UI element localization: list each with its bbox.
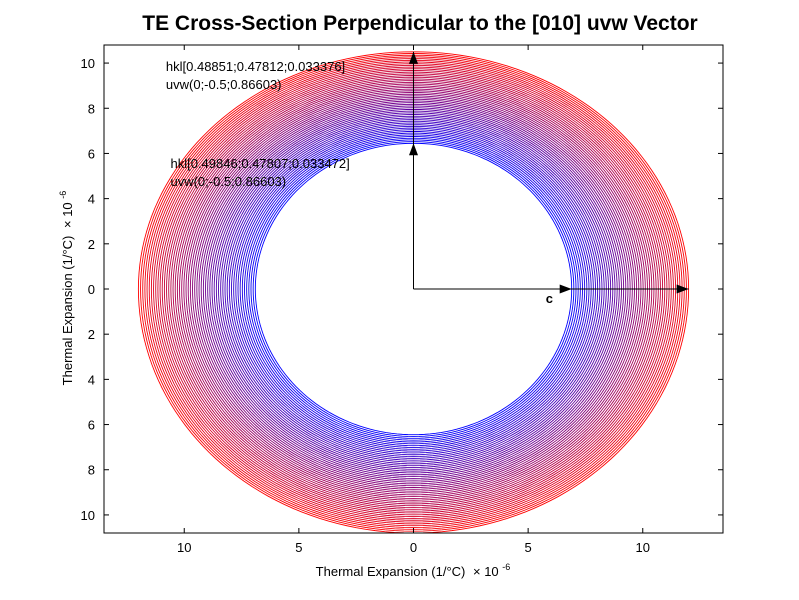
ring-line (161, 69, 666, 514)
ring-line (153, 63, 674, 521)
ring-line (189, 91, 638, 490)
x-tick-label: 5 (295, 540, 302, 555)
chart-title: TE Cross-Section Perpendicular to the [0… (142, 12, 697, 35)
ring-line (142, 54, 685, 530)
ring-line (215, 112, 612, 468)
ring-line (176, 81, 651, 501)
y-tick-label: 2 (88, 327, 95, 342)
vectors-group: c (409, 51, 689, 306)
annotation-hkl: hkl[0.49846;0.47807;0.033472] (170, 156, 349, 171)
ring-line (200, 100, 627, 481)
ring-line (205, 103, 622, 478)
x-tick-label: 10 (177, 540, 191, 555)
ring-line (150, 61, 677, 523)
ring-line (194, 95, 633, 487)
x-axis-label: Thermal Expansion (1/°C) × 10 -6 (316, 562, 511, 579)
ring-line (198, 98, 629, 483)
x-axis-exp-prefix: × 10 (473, 564, 499, 579)
ring-line (248, 137, 579, 441)
vector-arrowhead (676, 284, 689, 294)
ring-line (202, 102, 625, 479)
y-axis-label-text: Thermal Expansion (1/°C) (60, 236, 75, 386)
annotation-hkl: hkl[0.48851;0.47812;0.033376] (166, 59, 345, 74)
x-tick-label: 0 (410, 540, 417, 555)
ring-line (166, 73, 661, 510)
ring-line (244, 134, 583, 445)
ring-line (192, 93, 635, 488)
ring-line (222, 117, 605, 463)
y-tick-label: 0 (88, 282, 95, 297)
y-tick-label: 4 (88, 372, 95, 387)
plot-area: c hkl[0.48851;0.47812;0.033376] uvw(0;-0.… (81, 44, 724, 555)
y-tick-label: 8 (88, 463, 95, 478)
annotation-uvw: uvw(0;-0.5;0.86603) (166, 77, 282, 92)
ring-line (235, 127, 592, 452)
ring-line (172, 78, 655, 505)
ring-line (187, 90, 640, 492)
ring-line (196, 97, 631, 485)
ring-line (183, 86, 644, 496)
ring-line (237, 129, 590, 450)
ring-line (254, 142, 573, 436)
y-tick-label: 8 (88, 101, 95, 116)
y-tick-label: 10 (81, 508, 95, 523)
y-tick-label: 4 (88, 192, 95, 207)
ring-line (224, 119, 603, 461)
y-axis-label: Thermal Expansion (1/°C) × 10 -6 (58, 191, 75, 386)
ring-line (228, 122, 599, 458)
y-tick-label: 6 (88, 146, 95, 161)
ring-line (181, 85, 646, 498)
ring-line (209, 107, 618, 474)
ring-line (163, 71, 664, 512)
vector-arrowhead (409, 51, 418, 64)
y-ticks-group: 10 8 6 4 2 0 2 4 6 8 10 (81, 56, 723, 523)
x-axis-exponent: -6 (502, 562, 510, 572)
ring-line (220, 115, 607, 465)
ring-line (155, 64, 672, 519)
ring-line (179, 83, 648, 499)
ring-line (144, 56, 683, 528)
ring-line (213, 110, 614, 470)
ring-line (168, 75, 659, 508)
ring-line (140, 53, 687, 532)
ring-line (218, 114, 609, 467)
ring-line (252, 141, 575, 437)
ring-line (239, 130, 588, 448)
ring-line (211, 108, 616, 472)
y-tick-label: 2 (88, 237, 95, 252)
x-tick-label: 5 (525, 540, 532, 555)
ring-line (174, 80, 653, 503)
ring-line (246, 136, 581, 443)
annotation-uvw: uvw(0;-0.5;0.86603) (170, 174, 286, 189)
ring-line (170, 76, 657, 507)
ring-line (157, 66, 670, 518)
y-axis-exp-prefix: × 10 (60, 202, 75, 228)
x-axis-label-text: Thermal Expansion (1/°C) (316, 564, 466, 579)
ring-line (233, 125, 594, 454)
annotations-group: hkl[0.48851;0.47812;0.033376] uvw(0;-0.5;… (166, 59, 350, 189)
y-axis-exponent: -6 (58, 191, 68, 199)
y-tick-label: 6 (88, 418, 95, 433)
x-ticks-group: 10 5 0 5 10 (177, 45, 650, 555)
ring-line (185, 88, 642, 494)
rings-group (137, 51, 690, 534)
ring-line (207, 105, 620, 476)
ring-line (146, 58, 681, 527)
y-tick-label: 10 (81, 56, 95, 71)
x-tick-label: 10 (636, 540, 650, 555)
ring-line (159, 68, 668, 516)
ring-line (250, 139, 577, 439)
ring-line (241, 132, 586, 447)
ring-line (231, 124, 596, 456)
ring-line (137, 51, 690, 534)
ring-line (226, 120, 601, 459)
vector-label: c (546, 291, 553, 306)
ring-line (148, 59, 679, 525)
